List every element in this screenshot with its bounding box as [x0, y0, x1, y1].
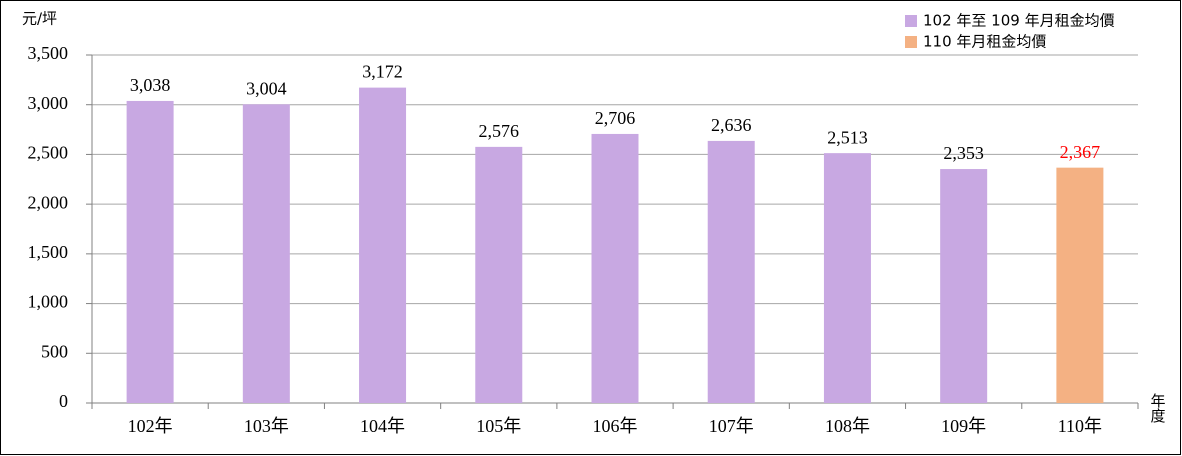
x-tick-label: 109年 [941, 416, 986, 436]
legend-label: 102 年至 109 年月租金均價 [923, 12, 1115, 30]
y-tick-label: 2,000 [28, 192, 69, 212]
y-tick-label: 1,500 [28, 242, 69, 262]
y-tick-label: 0 [59, 391, 68, 411]
x-tick-label: 110年 [1058, 416, 1102, 436]
y-axis-title: 元/坪 [22, 10, 57, 28]
x-tick-label: 107年 [709, 416, 754, 436]
bar [823, 153, 871, 403]
x-axis-title: 年度 [1149, 393, 1167, 423]
data-label: 2,706 [595, 108, 636, 128]
data-label: 2,367 [1060, 142, 1101, 162]
bar [475, 146, 523, 403]
data-label: 3,172 [362, 62, 403, 82]
data-label: 2,576 [479, 121, 520, 141]
y-tick-label: 3,500 [28, 43, 69, 63]
bar [591, 133, 639, 403]
data-label: 2,636 [711, 115, 752, 135]
bar [359, 87, 407, 403]
data-label: 3,038 [130, 75, 171, 95]
x-tick-label: 104年 [360, 416, 405, 436]
x-tick-label: 105年 [476, 416, 521, 436]
y-tick-label: 3,000 [28, 93, 69, 113]
y-tick-label: 1,000 [28, 292, 69, 312]
bar [940, 169, 988, 403]
legend-swatch [905, 36, 917, 48]
legend-swatch [905, 15, 917, 27]
legend-label: 110 年月租金均價 [923, 33, 1046, 51]
bar [707, 140, 755, 403]
x-tick-label: 106年 [593, 416, 638, 436]
x-tick-label: 103年 [244, 416, 289, 436]
x-tick-label: 108年 [825, 416, 870, 436]
bar [126, 100, 174, 403]
y-tick-label: 500 [41, 341, 68, 361]
data-label: 2,353 [943, 143, 984, 163]
bar [242, 104, 290, 403]
x-tick-label: 102年 [128, 416, 173, 436]
bar [1056, 167, 1104, 403]
data-label: 3,004 [246, 78, 287, 98]
data-label: 2,513 [827, 127, 868, 147]
y-tick-label: 2,500 [28, 143, 69, 163]
